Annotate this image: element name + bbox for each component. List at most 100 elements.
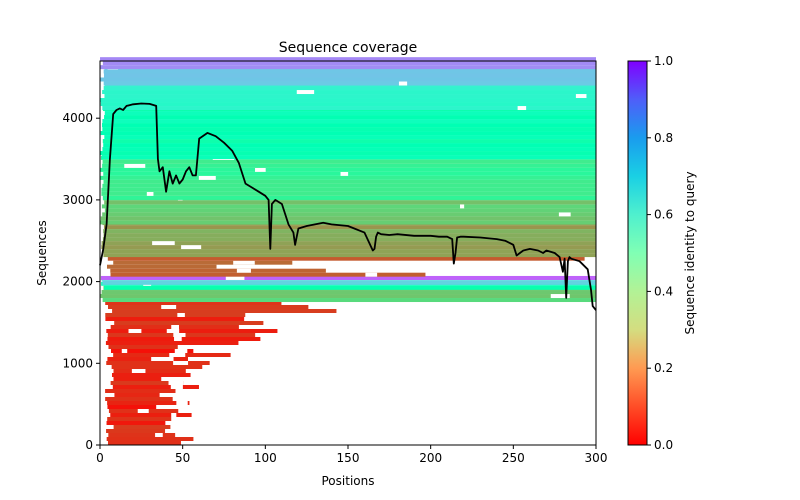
coverage-gap [177,312,185,317]
coverage-row [108,344,178,349]
coverage-gap [151,356,174,361]
coverage-row [102,163,596,168]
coverage-gap [165,428,174,433]
coverage-row [103,143,596,148]
coverage-row [107,256,585,261]
coverage-row [103,179,596,184]
coverage-row [100,151,596,156]
coverage-heatmap [100,57,597,445]
coverage-row [103,73,596,78]
coverage-gap [175,388,188,393]
coverage-gap [177,352,186,357]
coverage-row [112,308,337,313]
coverage-gap [233,260,255,265]
coverage-gap [558,212,571,217]
x-axis-label: Positions [322,474,375,488]
coverage-row [104,115,597,120]
coverage-row [112,384,199,389]
colorbar-tick-label: 0.0 [654,438,673,452]
coverage-row [105,316,245,321]
colorbar-tick-label: 0.4 [654,284,673,298]
coverage-row [104,111,597,116]
coverage-row [102,90,597,95]
coverage-row [100,98,597,103]
coverage-gap [340,171,349,176]
coverage-gap [165,404,173,409]
coverage-gap [161,304,177,309]
coverage-row [110,268,326,273]
coverage-row [102,61,597,66]
coverage-gap [128,328,142,333]
coverage-row [114,392,160,397]
y-tick-label: 4000 [62,111,93,125]
coverage-line-group [99,102,597,311]
coverage-row [107,356,188,361]
coverage-row [110,272,426,277]
coverage-row [100,102,597,107]
coverage-row [111,364,203,369]
x-axis-ticks: 0 50 100 150 200 250 300 [96,445,607,465]
coverage-gap [168,376,173,381]
coverage-gap [236,268,251,273]
coverage-row [101,245,597,250]
coverage-row [102,183,596,188]
coverage-row [106,264,217,269]
coverage-row [107,404,157,409]
colorbar-label: Sequence identity to query [683,171,697,334]
coverage-gap [178,408,188,413]
coverage-row [102,212,596,217]
coverage-row [100,57,596,62]
coverage-row [106,360,210,365]
coverage-gap [121,348,128,353]
coverage-row [103,86,597,91]
y-axis-ticks: 0 1000 2000 3000 4000 [62,111,100,452]
coverage-row [100,77,597,82]
coverage-row [102,139,597,144]
coverage-row [107,440,181,445]
coverage-gap [137,408,149,413]
x-tick-label: 200 [419,451,442,465]
coverage-gap [171,324,179,329]
coverage-row [105,312,246,317]
coverage-gap [168,380,183,385]
coverage-line [99,102,597,311]
coverage-row [102,159,596,164]
colorbar-tick-label: 0.8 [654,131,673,145]
coverage-row [106,428,173,433]
x-tick-label: 100 [254,451,277,465]
coverage-row [113,424,171,429]
coverage-row [102,298,597,303]
coverage-row [103,171,596,176]
coverage-row [101,290,596,295]
coverage-row [105,300,282,305]
coverage-gap [173,332,186,337]
coverage-row [105,396,178,401]
coverage-row [102,106,596,111]
coverage-gap [174,348,188,353]
coverage-gap [255,167,266,172]
coverage-gap [517,106,527,111]
coverage-row [102,119,597,124]
coverage-row [105,340,239,345]
coverage-gap [174,336,182,341]
x-tick-label: 250 [502,451,525,465]
coverage-row [101,187,597,192]
colorbar [627,60,648,446]
coverage-row [103,69,597,74]
coverage-gap [296,90,315,95]
coverage-row [102,123,597,128]
coverage-row [106,420,166,425]
coverage-gap [225,275,245,280]
coverage-gap [575,94,587,99]
y-tick-label: 3000 [62,193,93,207]
coverage-row [113,376,162,381]
coverage-gap [460,204,465,209]
colorbar-ticks: 0.0 0.2 0.4 0.6 0.8 1.0 [647,54,673,452]
coverage-row [104,135,596,140]
coverage-gap [170,384,183,389]
coverage-row [102,127,597,132]
coverage-row [100,220,596,225]
coverage-row [104,285,596,290]
coverage-row [106,436,194,441]
